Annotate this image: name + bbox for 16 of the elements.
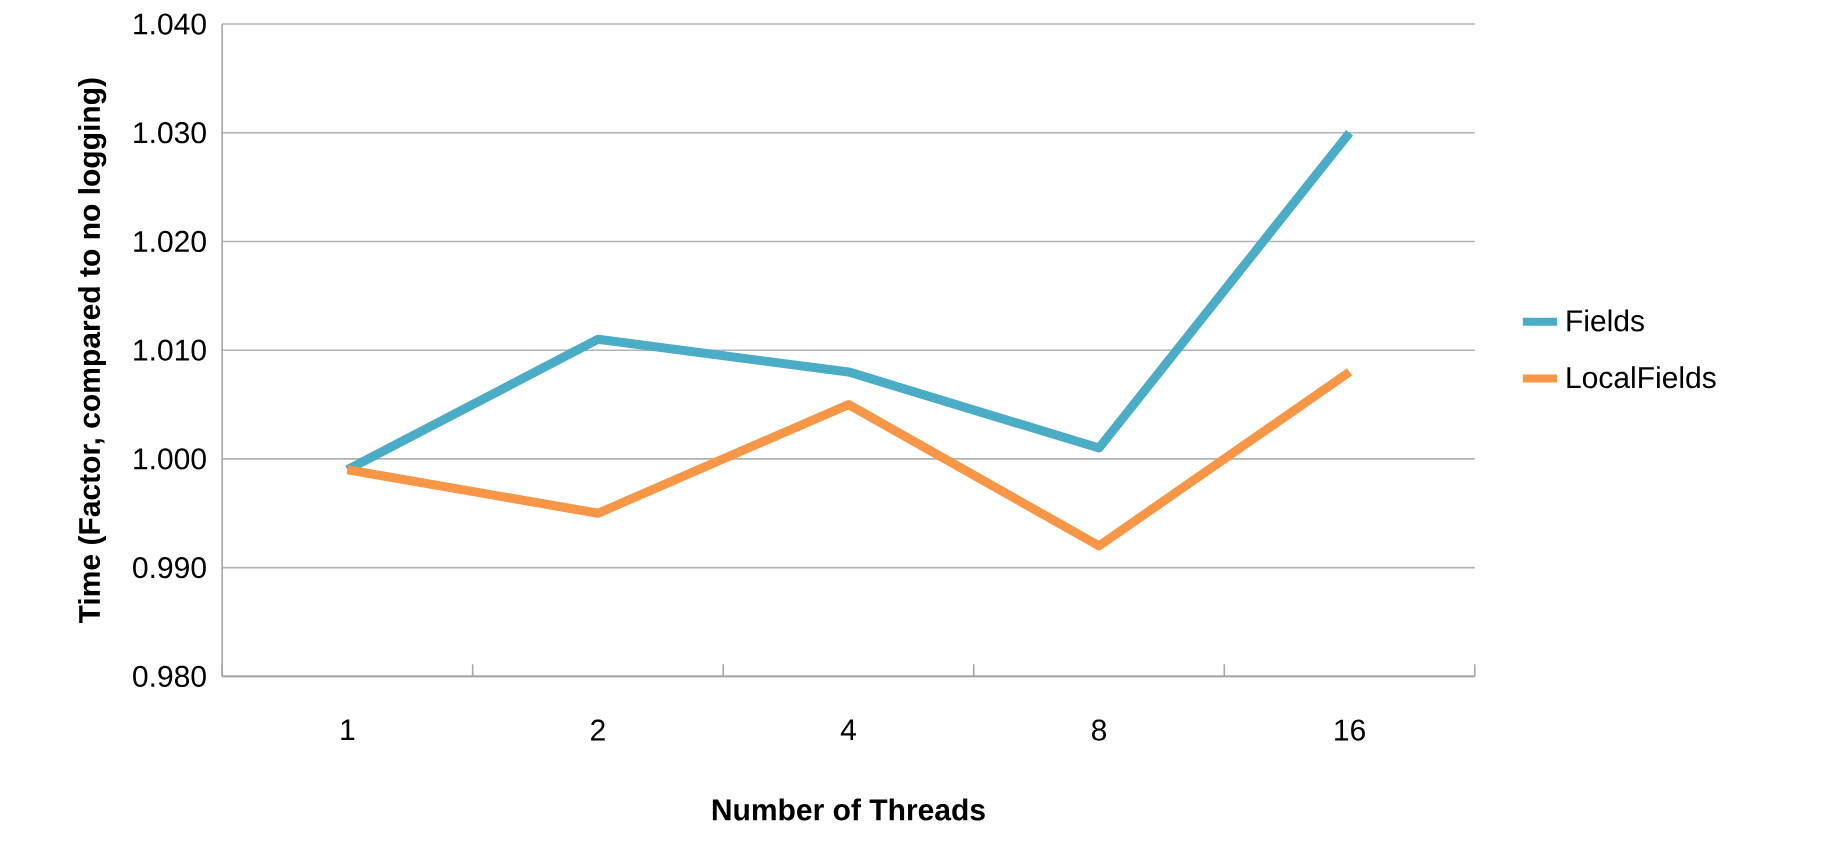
y-axis-title: Time (Factor, compared to no logging) (78, 78, 107, 623)
y-tick-label: 1.000 (134, 448, 206, 470)
legend-label: LocalFields (1567, 365, 1716, 389)
y-tick-label: 1.040 (134, 13, 206, 35)
y-tick-label: 0.980 (133, 665, 206, 687)
x-tick-label: 8 (1091, 719, 1107, 741)
x-tick-label: 1 (341, 719, 355, 740)
x-tick-label: 2 (591, 719, 605, 741)
x-axis-title: Number of Threads (712, 798, 985, 821)
x-tick-label: 4 (840, 719, 856, 740)
x-tick-label: 16 (1335, 719, 1365, 741)
legend-label: Fields (1567, 309, 1644, 332)
y-tick-label: 1.020 (134, 230, 206, 252)
y-tick-label: 0.990 (133, 556, 206, 579)
y-tick-label: 1.030 (134, 121, 206, 144)
y-tick-label: 1.010 (134, 339, 206, 361)
